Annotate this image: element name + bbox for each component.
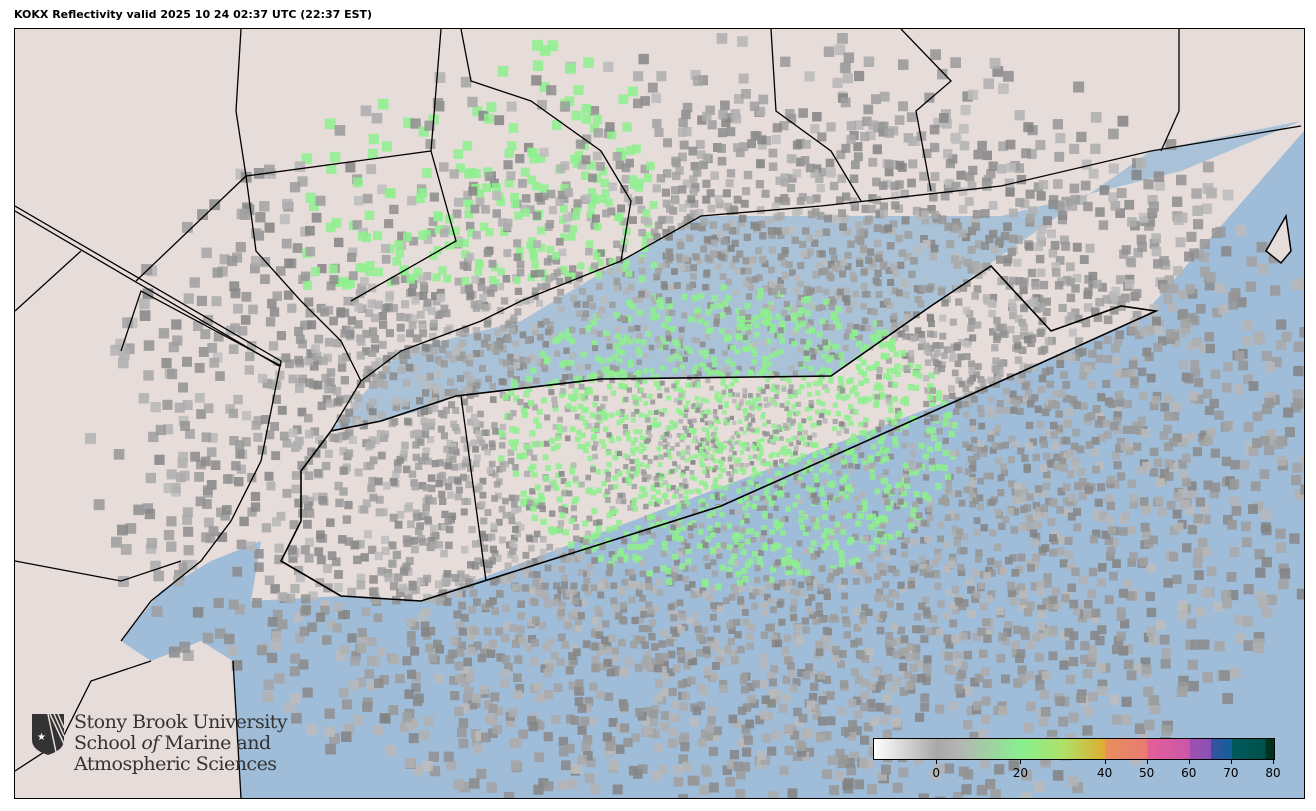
colorbar-tick (1146, 759, 1148, 764)
logo-line-1: Stony Brook University (74, 711, 288, 733)
colorbar-tick (1230, 759, 1232, 764)
colorbar-tick (1104, 759, 1106, 764)
colorbar-tick-label: 50 (1139, 766, 1155, 780)
colorbar-tick-label: 60 (1181, 766, 1197, 780)
sbu-somas-logo: ★ Stony Brook University School of Marin… (30, 711, 288, 775)
colorbar-tick-label: 80 (1265, 766, 1281, 780)
colorbar-tick-label: 40 (1096, 766, 1113, 780)
colorbar-tick (1020, 759, 1022, 764)
colorbar-tick (1273, 759, 1274, 764)
radar-echoes (85, 33, 1304, 798)
logo-line-3: Atmospheric Sciences (74, 753, 277, 775)
radar-site (717, 427, 731, 441)
reflectivity-colorbar (873, 738, 1275, 760)
map-title: KOKX Reflectivity valid 2025 10 24 02:37… (14, 8, 373, 21)
colorbar-tick (1188, 759, 1190, 764)
radar-map[interactable] (14, 28, 1305, 799)
colorbar-tick-label: 0 (932, 766, 940, 780)
colorbar-tick-label: 20 (1012, 766, 1028, 780)
boundaries (15, 29, 1302, 798)
map-canvas (15, 29, 1304, 798)
colorbar-tick (936, 759, 938, 764)
block-island (1265, 213, 1292, 265)
shield-logo-icon: ★ (32, 713, 65, 755)
logo-line-2: School of Marine and (74, 732, 271, 754)
colorbar-tick-label: 70 (1223, 766, 1239, 780)
